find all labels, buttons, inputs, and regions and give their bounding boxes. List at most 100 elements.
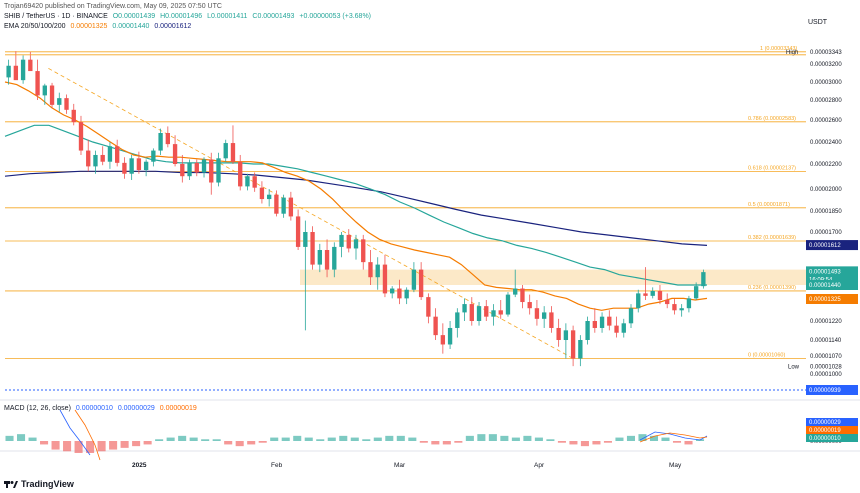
candle-body [13,65,19,81]
macd-hist-bar [201,439,210,441]
macd-hist-bar [339,435,348,441]
macd-tag-bg [806,418,858,426]
candle-body [151,150,156,162]
currency-label: USDT [808,19,828,26]
y-tick-label: 0.00002800 [810,98,842,104]
candle-body [64,98,69,110]
candle-body [643,293,648,296]
signal-line [639,432,708,443]
high-value-label: 0.00003343 [810,50,842,56]
macd-hist-bar [350,437,359,441]
macd-hist-bar [5,435,14,441]
candle-body [549,312,554,328]
candle-body [636,293,641,309]
candle-body [245,176,250,187]
macd-tag: 0.00000010 [809,436,841,442]
macd-hist-bar [385,435,394,441]
resistance-zone [300,269,806,285]
y-tick-label: 0.00002600 [810,118,842,124]
dotted-level-tag: 0.00000939 [809,388,841,394]
symbol-line: SHIB / TetherUS · 1D · BINANCE O0.000014… [4,13,374,20]
macd-hist-bar [17,434,26,441]
macd-hist-bar [74,441,83,453]
candle-body [303,232,308,247]
macd-hist-bar [224,441,233,445]
candle-body [158,132,163,151]
candle-body [397,288,402,299]
x-tick-label: Apr [534,462,545,469]
candle-body [353,239,359,249]
ema-legend[interactable]: EMA 20/50/100/200 0.00001325 0.00001440 … [4,23,194,30]
candle-body [129,158,134,174]
macd-hist-bar [97,441,106,452]
signal-line [74,409,101,461]
macd-hist-bar [40,441,49,445]
macd-hist-bar [281,437,290,441]
candle-body [194,162,199,173]
macd-hist-bar [166,437,175,441]
candle-body [614,325,619,333]
candle-body [288,197,294,217]
macd-hist-bar [212,439,221,441]
candle-body [541,312,547,319]
last-price-tag: 0.00001493 [809,269,841,275]
candle-body [35,71,40,96]
fib-label: 0.236 (0.00001390) [748,285,796,291]
candle-body [310,232,315,265]
y-tick-label: 0.00002400 [810,140,842,146]
macd-hist-bar [143,441,152,445]
footer-brand: TradingView [21,479,74,489]
high-label: High [786,50,798,56]
candle-body [426,297,431,317]
symbol-name[interactable]: SHIB / TetherUS · 1D · BINANCE [4,13,108,20]
signal-value: 0.00000029 [117,405,155,412]
macd-hist-bar [86,441,95,453]
fib-label: 0.618 (0.00002137) [748,166,796,172]
candle-body [28,59,33,72]
macd-hist-bar [362,439,371,441]
macd-hist-bar [327,437,336,441]
candle-body [491,310,496,317]
candle-body [418,269,424,298]
candle-body [382,264,388,294]
macd-hist-bar [132,441,141,447]
low-label: Low [788,365,800,371]
macd-hist-bar [63,441,72,452]
macd-hist-bar [316,439,325,441]
macd-hist-bar [419,441,428,443]
candle-body [165,132,171,145]
macd-hist-bar [109,441,118,450]
macd-hist-bar [511,437,520,441]
candle-body [49,85,55,105]
fib-label: 0.786 (0.00002583) [748,116,796,122]
macd-hist-bar [247,441,256,445]
ema20-value: 0.00001325 [70,23,108,30]
x-tick-label: 2025 [132,462,147,469]
x-tick-label: Mar [394,462,406,469]
macd-hist-bar [546,439,555,441]
macd-hist-bar [661,437,670,441]
macd-tag: 0.00000019 [809,428,841,434]
ema50-tag: 0.00001440 [809,283,841,289]
ema50-tag-bg [806,280,858,290]
candle-body [324,250,330,270]
macd-hist-bar [51,441,60,450]
candle-body [346,234,351,249]
candle-body [281,197,286,214]
candle-body [86,150,91,167]
macd-line [59,409,91,456]
macd-legend[interactable]: MACD (12, 26, close) 0.00000010 0.000000… [4,405,200,412]
candle-body [556,327,561,340]
y-tick-label: 0.00003200 [810,62,842,68]
candle-body [172,144,178,164]
candle-body [476,306,482,321]
candle-body [180,164,185,177]
candle-body [136,158,142,171]
publisher-line: Trojan69420 published on TradingView.com… [4,3,222,10]
macd-hist-bar [235,441,244,447]
macd-hist-bar [396,435,405,441]
candle-body [361,239,366,263]
candle-body [578,340,583,359]
